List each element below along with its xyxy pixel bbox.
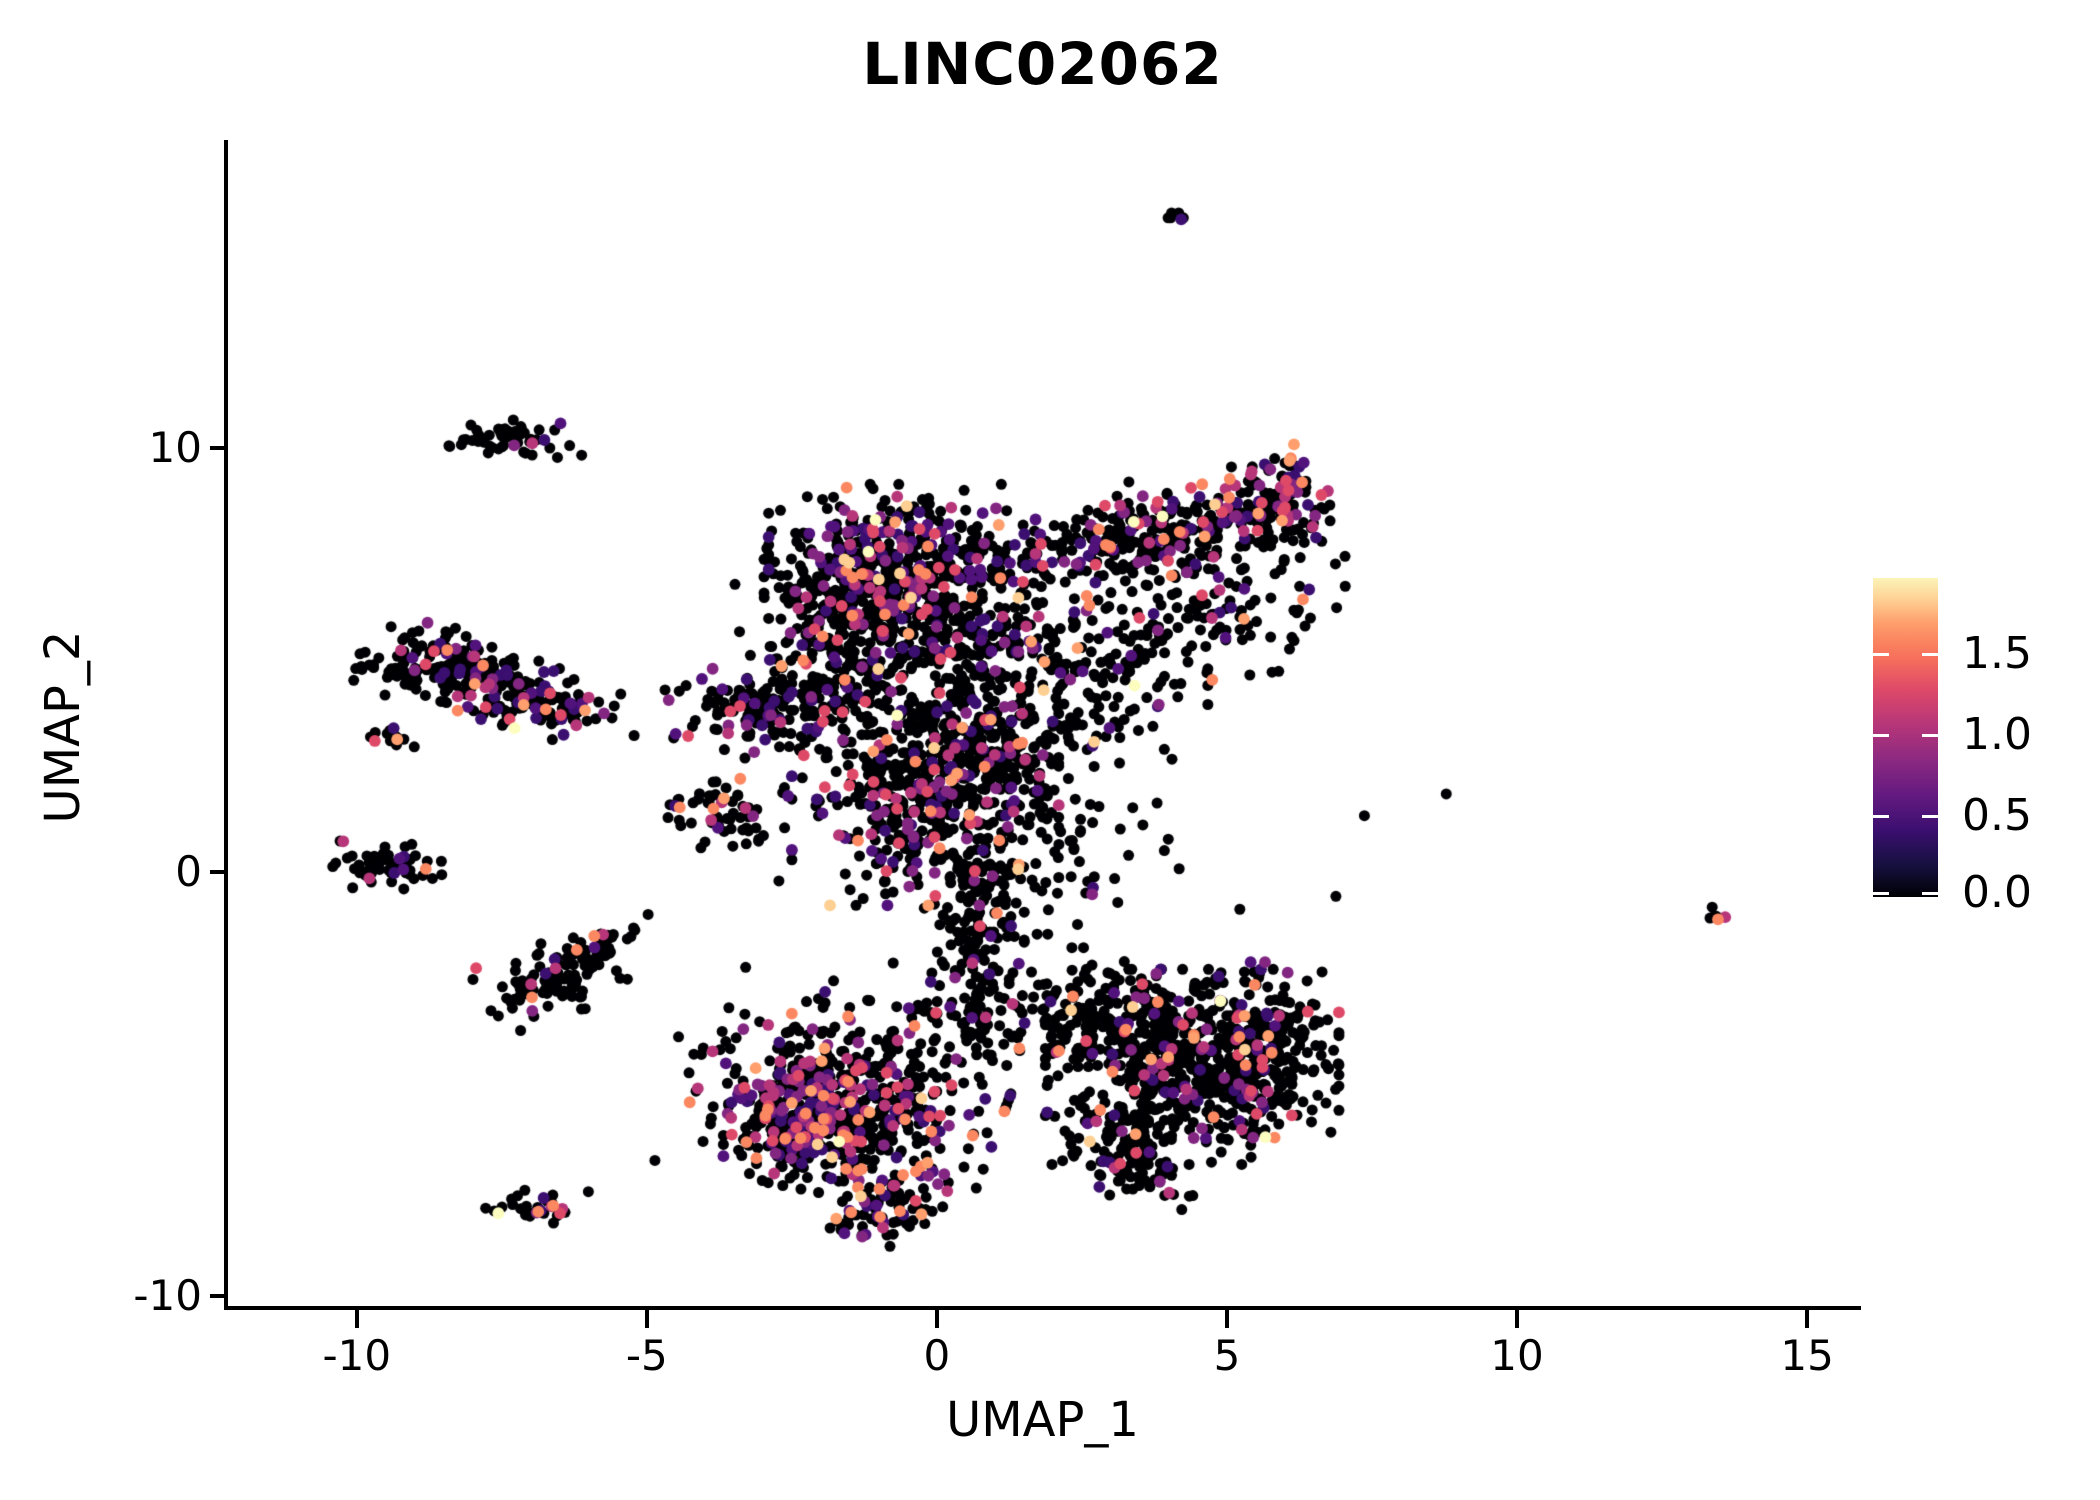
x-tick-mark — [1224, 1310, 1229, 1328]
x-tick-label: -10 — [322, 1331, 392, 1380]
y-axis-line — [224, 140, 228, 1310]
y-tick-mark — [210, 869, 228, 874]
y-tick-label: 0 — [175, 846, 202, 896]
x-tick-label: 5 — [1213, 1331, 1241, 1380]
x-tick-mark — [1515, 1310, 1520, 1328]
colorbar-tick-mark — [1922, 892, 1938, 895]
x-tick-label: -5 — [625, 1331, 668, 1380]
colorbar-tick-mark — [1922, 815, 1938, 819]
colorbar-tick-mark — [1922, 734, 1938, 738]
colorbar-tick-label: 0.0 — [1962, 867, 2032, 918]
colorbar-tick-label: 1.0 — [1962, 709, 2032, 761]
x-tick-label: 10 — [1490, 1331, 1544, 1380]
y-axis-title: UMAP_2 — [35, 630, 91, 824]
x-tick-mark — [934, 1310, 939, 1328]
colorbar-tick-mark — [1873, 892, 1889, 895]
y-tick-mark — [210, 1293, 228, 1298]
x-tick-label: 15 — [1780, 1331, 1834, 1380]
scatter-plot-canvas — [228, 140, 1857, 1306]
y-tick-label: -10 — [133, 1270, 202, 1320]
expression-colorbar — [1873, 578, 1938, 897]
colorbar-tick-mark — [1873, 653, 1889, 657]
x-tick-label: 0 — [923, 1331, 951, 1380]
colorbar-tick-mark — [1922, 653, 1938, 657]
x-tick-mark — [1805, 1310, 1810, 1328]
x-tick-mark — [644, 1310, 649, 1328]
y-tick-label: 10 — [148, 422, 202, 472]
colorbar-tick-mark — [1873, 815, 1889, 819]
x-tick-mark — [354, 1310, 359, 1328]
x-axis-line — [224, 1306, 1861, 1310]
colorbar-tick-mark — [1873, 734, 1889, 738]
colorbar-tick-label: 1.5 — [1962, 628, 2032, 680]
y-tick-mark — [210, 445, 228, 450]
plot-title: LINC02062 — [862, 30, 1223, 98]
x-axis-title: UMAP_1 — [946, 1392, 1139, 1448]
colorbar-tick-label: 0.5 — [1962, 790, 2032, 842]
